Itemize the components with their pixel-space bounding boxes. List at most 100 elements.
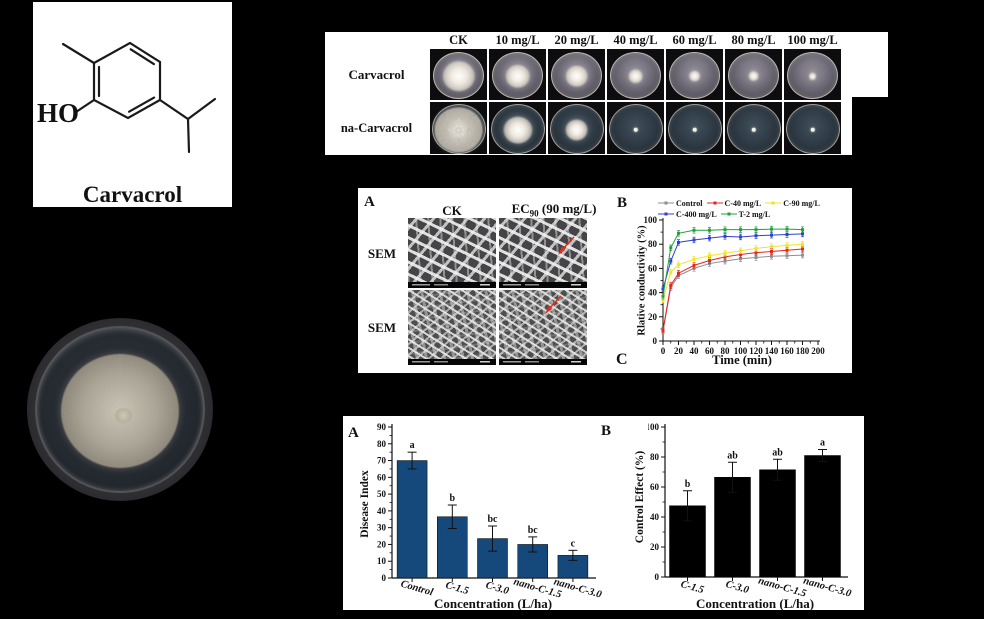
petri-dish (785, 104, 840, 154)
legend-entry: Control (658, 198, 703, 208)
svg-text:a: a (410, 440, 415, 451)
svg-text:100: 100 (734, 346, 748, 356)
sem-image-ck-top (408, 218, 496, 288)
svg-text:bc: bc (488, 514, 499, 525)
svg-text:90: 90 (377, 422, 387, 432)
petri-dish-cell (607, 49, 664, 100)
fungal-colony (505, 65, 530, 88)
petri-dish (551, 52, 602, 99)
svg-text:80: 80 (650, 452, 660, 462)
svg-text:20: 20 (377, 539, 387, 549)
petri-dish (787, 52, 838, 99)
panel-b-label: B (617, 195, 628, 211)
fungal-colony (628, 69, 643, 84)
legend-line-icon (658, 201, 674, 205)
colony-center (115, 407, 133, 423)
svg-text:40: 40 (690, 346, 700, 356)
compound-label: Carvacrol (82, 182, 183, 207)
svg-text:40: 40 (377, 506, 387, 516)
svg-text:80: 80 (377, 439, 387, 449)
conductivity-x-axis-label: Time (min) (712, 353, 772, 367)
carvacrol-structure-drawing (61, 41, 217, 154)
petri-dish-cell (548, 102, 605, 154)
sem-conductivity-panel: A CK EC90 (90 mg/L) SEM SEM B C Control C-… (358, 188, 852, 373)
svg-text:10: 10 (377, 556, 387, 566)
petri-dish (433, 52, 484, 99)
petri-dish-cell (725, 49, 782, 100)
svg-text:0: 0 (653, 336, 658, 346)
fungal-colony (502, 116, 533, 144)
petri-dish (490, 104, 545, 154)
legend-line-icon (720, 212, 737, 216)
svg-text:b: b (450, 493, 456, 504)
panel-a-label: A (364, 194, 375, 210)
petri-dish-cell (430, 49, 487, 100)
petri-dish-cell (666, 49, 723, 100)
svg-text:0: 0 (661, 346, 666, 356)
petri-dish-photo (27, 318, 213, 501)
svg-text:20: 20 (650, 542, 660, 552)
svg-text:0: 0 (382, 573, 387, 583)
petri-dish-glass (35, 326, 205, 493)
sem-scalebar (499, 359, 587, 365)
petri-dish-cell (489, 102, 546, 154)
sem-image-ec90-top (499, 218, 587, 288)
svg-text:40: 40 (650, 512, 660, 522)
petri-dish (431, 104, 486, 154)
svg-text:ab: ab (772, 447, 783, 458)
fungal-colony (434, 107, 483, 153)
petri-dish (608, 104, 663, 154)
svg-text:20: 20 (674, 346, 684, 356)
petri-dish-cell (430, 102, 487, 154)
disease-index-bar-chart: 0102030405060708090aControlbC-1.5bcC-3.0… (377, 422, 604, 601)
control-effect-x-axis-label: Concentration (L/ha) (695, 596, 815, 611)
svg-text:bc: bc (528, 525, 539, 536)
legend-label: Control (676, 198, 703, 208)
fungal-colony (688, 70, 701, 82)
svg-text:40: 40 (648, 288, 658, 298)
svg-text:80: 80 (648, 239, 658, 249)
legend-entry: C-40 mg/L (706, 198, 761, 208)
legend-label: C-90 mg/L (783, 198, 820, 208)
svg-text:0: 0 (655, 572, 660, 582)
petri-dish (667, 104, 722, 154)
petri-dish (492, 52, 543, 99)
plate-row-label: Carvacrol (348, 66, 405, 82)
svg-text:c: c (571, 538, 576, 549)
fungal-colony (633, 127, 638, 133)
svg-text:140: 140 (765, 346, 779, 356)
fungal-colony (565, 66, 588, 87)
sem-image-ck-bottom (408, 290, 496, 365)
svg-text:C-1.5: C-1.5 (444, 580, 470, 597)
petri-dish (549, 104, 604, 154)
control-effect-bar-chart: 020406080100bC-1.5abC-3.0abnano-C-1.5ana… (648, 422, 853, 600)
plate-row-label: na-Carvacrol (340, 120, 413, 135)
conductivity-legend: Control C-40 mg/L C-90 mg/L C-400 mg/L T-2 m… (658, 198, 850, 220)
svg-text:120: 120 (749, 346, 763, 356)
petri-dish-cell (725, 102, 782, 154)
disease-index-y-axis-label: Disease Index (359, 470, 371, 538)
svg-text:70: 70 (377, 456, 387, 466)
fungal-colony (808, 72, 817, 80)
svg-text:50: 50 (377, 489, 387, 499)
plate-col-header: 80 mg/L (731, 33, 776, 47)
sem-scalebar (408, 282, 496, 288)
petri-dish (726, 104, 781, 154)
svg-text:60: 60 (650, 482, 660, 492)
legend-entry: C-400 mg/L (658, 209, 717, 219)
svg-text:60: 60 (648, 263, 658, 273)
plate-col-header: 100 mg/L (787, 33, 838, 47)
plate-col-header: 20 mg/L (554, 33, 599, 47)
petri-dish (669, 52, 720, 99)
sem-col-ck: CK (442, 203, 462, 218)
svg-text:C-1.5: C-1.5 (679, 579, 705, 596)
plate-col-header: 10 mg/L (495, 33, 540, 47)
panel-a-label: A (348, 425, 359, 441)
svg-text:C-3.0: C-3.0 (724, 579, 750, 596)
legend-entry: T-2 mg/L (720, 209, 770, 219)
panel-crop-notch (852, 97, 888, 155)
colony-center (456, 127, 461, 133)
petri-dish-cell (489, 49, 546, 100)
legend-entry: C-90 mg/L (765, 198, 820, 208)
